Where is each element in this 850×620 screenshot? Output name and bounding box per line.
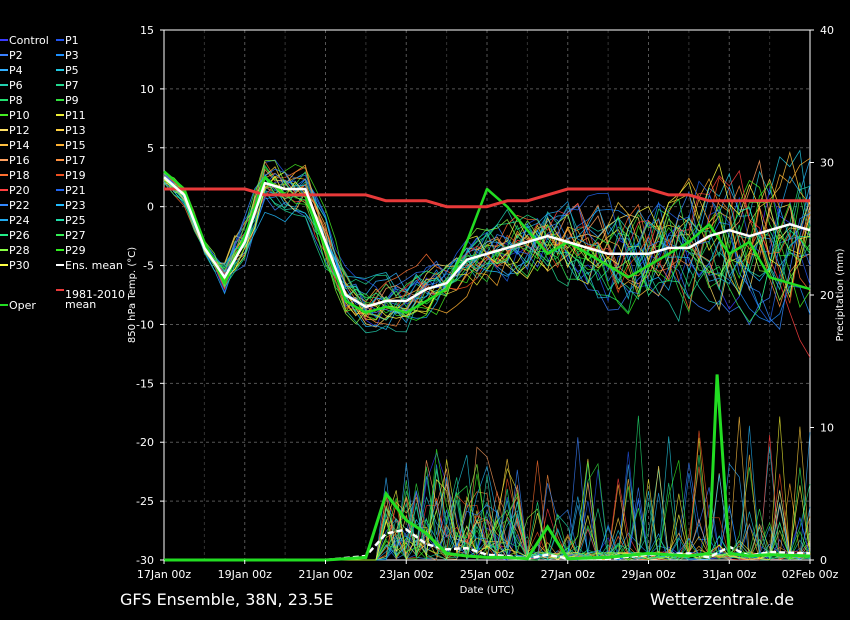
legend-label: Control	[9, 34, 49, 47]
x-axis-label: Date (UTC)	[460, 585, 515, 596]
legend-label: P14	[9, 139, 30, 152]
x-tick-label: 25Jan 00z	[460, 568, 514, 581]
y-axis-label: 850 hPa Temp. (°C)	[127, 247, 138, 343]
y-tick-label: -10	[136, 318, 154, 331]
legend-label: P20	[9, 184, 30, 197]
y-tick-label: -15	[136, 377, 154, 390]
member-temp-line	[163, 171, 811, 321]
legend-label: Oper	[9, 299, 36, 312]
member-temp-line	[163, 181, 811, 331]
legend-label: P12	[9, 124, 30, 137]
footer-model-info: GFS Ensemble, 38N, 23.5E	[120, 590, 333, 609]
temp-series-line	[164, 187, 810, 209]
y2-tick-label: 30	[820, 157, 834, 170]
legend-label: P19	[65, 169, 86, 182]
y-tick-label: 0	[147, 201, 154, 214]
legend-label: P30	[9, 259, 30, 272]
x-tick-label: 19Jan 00z	[218, 568, 272, 581]
legend-label: Ens. mean	[65, 259, 123, 272]
legend-label: P24	[9, 214, 30, 227]
legend-label: P15	[65, 139, 86, 152]
member-temp-line	[163, 174, 811, 316]
legend-label: P13	[65, 124, 86, 137]
legend-label: P28	[9, 244, 30, 257]
right-axis-ticks: 40 30 20 10 0	[810, 24, 834, 567]
footer-source: Wetterzentrale.de	[650, 590, 794, 609]
legend-label: P2	[9, 49, 23, 62]
legend-label: P8	[9, 94, 23, 107]
x-tick-label: 31Jan 00z	[702, 568, 756, 581]
member-temp-line	[163, 157, 811, 321]
member-temp-line	[163, 172, 811, 324]
y-tick-label: 15	[140, 24, 154, 37]
legend-label: P4	[9, 64, 23, 77]
x-tick-label: 27Jan 00z	[541, 568, 595, 581]
legend-label: P18	[9, 169, 30, 182]
y-tick-label: 10	[140, 83, 154, 96]
member-temp-line	[163, 163, 811, 320]
y-tick-label: -5	[143, 260, 154, 273]
legend-label: P17	[65, 154, 86, 167]
y-tick-label: -30	[136, 554, 154, 567]
legend-label: P1	[65, 34, 79, 47]
legend-label: P5	[65, 64, 79, 77]
member-temp-line	[163, 176, 811, 308]
y2-tick-label: 20	[820, 289, 834, 302]
legend-label: P23	[65, 199, 86, 212]
legend-label: 1981-2010 mean	[65, 288, 125, 311]
y2-axis-label: Precipitation (mm)	[835, 248, 846, 341]
left-axis-ticks: 15 10 5 0 -5 -10 -15 -20 -25 -30	[136, 24, 164, 567]
legend-label: P3	[65, 49, 79, 62]
legend-label: P7	[65, 79, 79, 92]
member-temp-line	[163, 162, 811, 319]
y-tick-label: -20	[136, 436, 154, 449]
legend-label: P16	[9, 154, 30, 167]
member-temp-line	[163, 175, 811, 323]
legend-label: P10	[9, 109, 30, 122]
y2-tick-label: 0	[820, 554, 827, 567]
legend-label: P9	[65, 94, 79, 107]
x-axis-ticks: 17Jan 00z 19Jan 00z 21Jan 00z 23Jan 00z 25Ja…	[137, 560, 839, 581]
x-tick-label: 17Jan 00z	[137, 568, 191, 581]
temp-series-line	[163, 170, 811, 314]
member-temp-line	[163, 177, 811, 334]
x-tick-label: 02Feb 00z	[782, 568, 839, 581]
temp-series-line	[163, 176, 811, 309]
chart-title: Athens (GR) 850 hPa Temp. & Precipitatio…	[140, 2, 729, 22]
legend-label: P21	[65, 184, 86, 197]
legend-label: P11	[65, 109, 86, 122]
legend-label: P26	[9, 229, 30, 242]
x-tick-label: 21Jan 00z	[298, 568, 352, 581]
x-tick-label: 29Jan 00z	[621, 568, 675, 581]
legend-label: P25	[65, 214, 86, 227]
y-tick-label: -25	[136, 495, 154, 508]
y2-tick-label: 10	[820, 422, 834, 435]
legend-label: P27	[65, 229, 86, 242]
y2-tick-label: 40	[820, 24, 834, 37]
legend: Control P2 P4 P6 P8 P10 P12 P14 P16 P18 P20 P22 P24 P…	[0, 34, 125, 312]
member-temp-line	[163, 160, 811, 325]
legend-label: P22	[9, 199, 30, 212]
legend-label: P29	[65, 244, 86, 257]
y-tick-label: 5	[147, 142, 154, 155]
x-tick-label: 23Jan 00z	[379, 568, 433, 581]
legend-label: P6	[9, 79, 23, 92]
